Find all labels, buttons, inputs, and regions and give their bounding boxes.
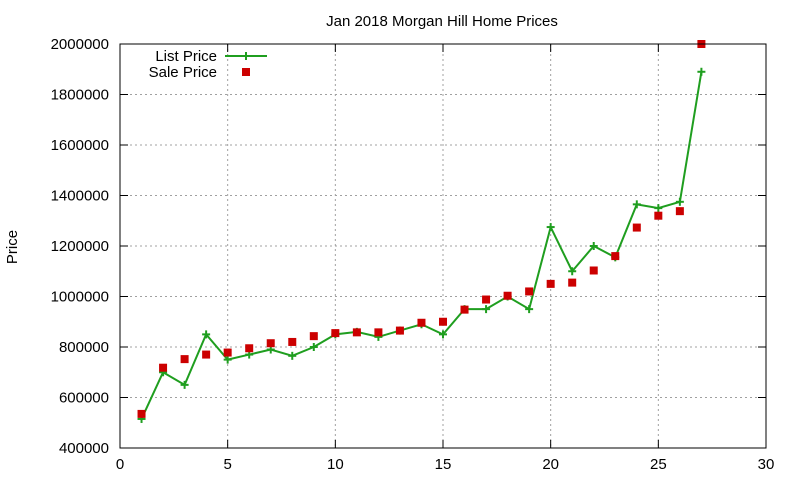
x-tick-label: 30 bbox=[758, 456, 775, 473]
list-price-point bbox=[654, 204, 663, 213]
sale-price-point bbox=[525, 287, 534, 296]
sale-price-point bbox=[309, 332, 318, 341]
x-tick-label: 5 bbox=[223, 456, 231, 473]
chart-title: Jan 2018 Morgan Hill Home Prices bbox=[326, 13, 558, 30]
sale-price-point bbox=[503, 291, 512, 300]
series-layer bbox=[137, 40, 706, 423]
y-tick-label: 1200000 bbox=[51, 238, 109, 255]
sale-price-point bbox=[352, 328, 361, 337]
list-price-point bbox=[223, 355, 232, 364]
list-price-point bbox=[439, 330, 447, 339]
y-tick-label: 800000 bbox=[59, 339, 109, 356]
sale-price-point bbox=[374, 328, 383, 337]
sale-price-point bbox=[546, 279, 555, 288]
plot-frame bbox=[119, 43, 767, 449]
list-price-point bbox=[675, 197, 684, 206]
sale-price-point bbox=[568, 278, 577, 287]
y-tick-label: 2000000 bbox=[51, 36, 109, 53]
sale-price-point bbox=[245, 344, 254, 353]
list-price-point bbox=[546, 223, 555, 232]
list-price-point bbox=[482, 305, 491, 314]
sale-price-point bbox=[288, 337, 297, 346]
y-axis-label: Price bbox=[4, 230, 21, 264]
x-tick-label: 20 bbox=[542, 456, 559, 473]
sale-price-point bbox=[654, 211, 663, 220]
sale-price-point bbox=[482, 295, 491, 304]
sale-price-point bbox=[266, 339, 275, 348]
grid-lines bbox=[120, 44, 766, 448]
list-price-line bbox=[140, 71, 703, 420]
axis-ticks: 0 5 10 15 20 25 30 400000 600000 800000 1000000 120… bbox=[51, 36, 775, 473]
list-price-point bbox=[697, 67, 706, 76]
sale-price-point bbox=[632, 223, 641, 232]
sale-price-point bbox=[331, 329, 340, 338]
sale-price-point bbox=[395, 326, 404, 335]
x-tick-label: 15 bbox=[435, 456, 452, 473]
list-price-point bbox=[525, 305, 534, 314]
y-tick-label: 1600000 bbox=[51, 137, 109, 154]
sale-price-point bbox=[611, 252, 620, 261]
x-tick-label: 25 bbox=[650, 456, 667, 473]
sale-price-point bbox=[223, 348, 232, 357]
sale-price-point bbox=[137, 409, 146, 418]
y-tick-label: 400000 bbox=[59, 440, 109, 457]
legend-label-list-price: List Price bbox=[155, 48, 217, 65]
list-price-point bbox=[568, 267, 577, 276]
list-price-point bbox=[309, 343, 318, 351]
list-price-point bbox=[632, 200, 641, 209]
x-tick-label: 10 bbox=[327, 456, 344, 473]
x-tick-label: 0 bbox=[116, 456, 124, 473]
y-tick-label: 600000 bbox=[59, 390, 109, 407]
list-price-point bbox=[202, 330, 211, 339]
sale-price-point bbox=[589, 266, 598, 275]
list-price-point bbox=[180, 380, 189, 389]
list-price-point bbox=[288, 351, 297, 360]
sale-price-point bbox=[202, 350, 211, 359]
sale-price-point bbox=[417, 318, 426, 327]
y-tick-label: 1800000 bbox=[51, 87, 109, 104]
legend-label-sale-price: Sale Price bbox=[149, 64, 217, 81]
sale-price-point bbox=[460, 305, 469, 314]
sale-price-point bbox=[675, 207, 684, 216]
list-price-point bbox=[589, 242, 598, 250]
y-tick-label: 1400000 bbox=[51, 188, 109, 205]
sale-price-point bbox=[439, 317, 447, 326]
legend-marker-sale-price bbox=[242, 68, 250, 76]
sale-price-point bbox=[159, 363, 168, 372]
legend-marker-list-price bbox=[242, 52, 250, 60]
y-tick-label: 1000000 bbox=[51, 289, 109, 306]
sale-price-point bbox=[180, 355, 189, 364]
